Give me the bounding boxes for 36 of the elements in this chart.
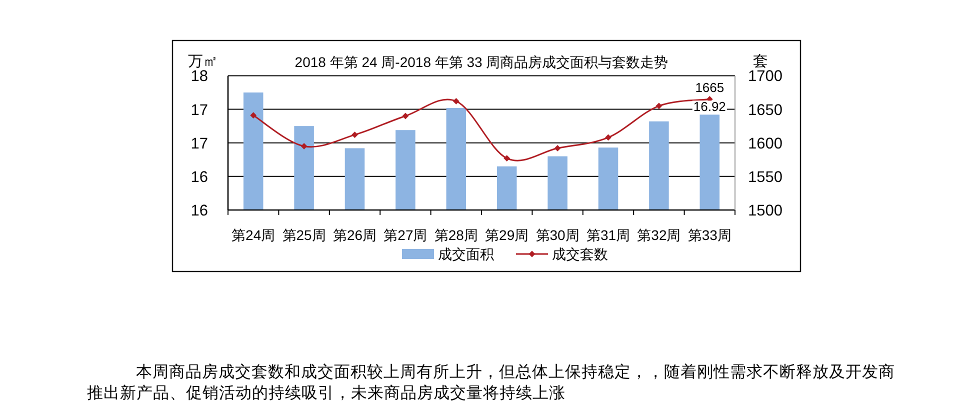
- point: [554, 145, 561, 152]
- point: [300, 143, 308, 150]
- x-tick-label: 第29周: [485, 227, 529, 243]
- point: [402, 112, 409, 120]
- y-tick-label: 17: [190, 102, 208, 119]
- x-tick-label: 第33周: [688, 227, 732, 243]
- y-axis-title: 万㎡: [188, 53, 218, 70]
- y2-tick-label: 1550: [748, 168, 783, 186]
- x-tick-label: 第24周: [232, 227, 276, 243]
- legend-label: 成交套数: [552, 246, 608, 262]
- y-tick-label: 18: [190, 68, 208, 86]
- x-tick-label: 第32周: [637, 227, 681, 243]
- y2-tick-label: 1600: [748, 135, 783, 152]
- y2-tick-label: 1500: [748, 202, 783, 220]
- y-tick-label: 16: [190, 168, 208, 186]
- chart-title: 2018 年第 24 周-2018 年第 33 周商品房成交面积与套数走势: [294, 54, 668, 70]
- data-label: 16.92: [693, 99, 726, 114]
- x-tick-label: 第26周: [332, 227, 377, 243]
- point: [504, 155, 510, 162]
- y2-tick-label: 1700: [748, 68, 783, 86]
- x-tick-label: 第31周: [586, 227, 630, 243]
- data-label: 1665: [695, 80, 724, 96]
- point: [452, 98, 460, 104]
- y2-tick-label: 1650: [748, 102, 783, 119]
- y-tick-label: 16: [190, 202, 208, 220]
- legend-label: 成交面积: [438, 246, 494, 262]
- y-tick-label: 17: [190, 135, 208, 152]
- y2-axis-title: 套: [753, 53, 768, 70]
- point: [352, 132, 358, 138]
- x-tick-label: 第27周: [384, 227, 428, 243]
- x-tick-label: 第30周: [536, 227, 580, 243]
- x-tick-label: 第28周: [434, 227, 478, 243]
- text: 本周商品房成交套数和成交面积较上周有所上升，但总体上保持稳定，，随着刚性需求不断释放及开发商推出新产品、促销活动的持续吸引，未来商品房成交量将持续上涨: [87, 362, 896, 404]
- point: [250, 112, 257, 119]
- point: [656, 102, 662, 110]
- x-tick-label: 第25周: [282, 227, 326, 243]
